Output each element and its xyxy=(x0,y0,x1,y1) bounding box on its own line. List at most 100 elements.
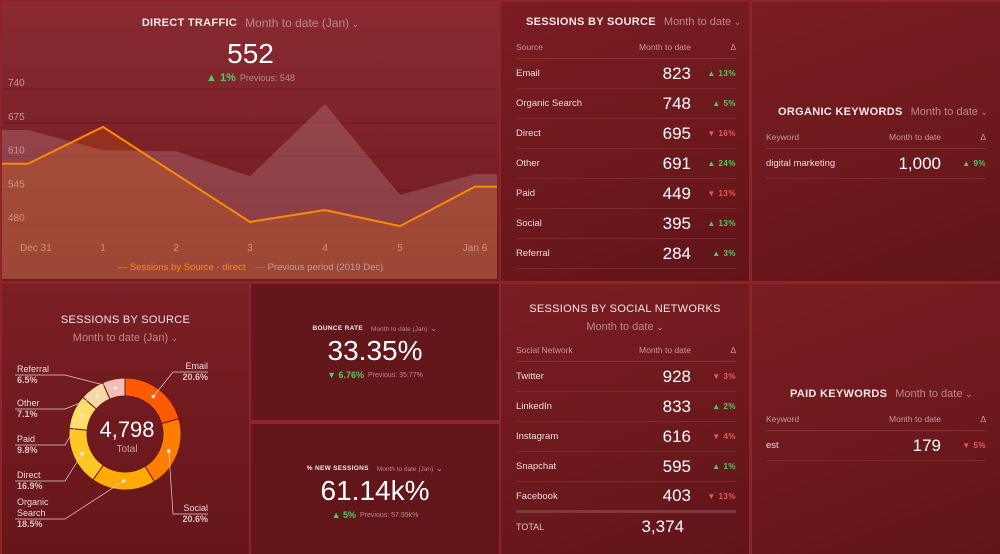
row-delta: 4% xyxy=(723,432,736,441)
up-arrow-icon: ▲ xyxy=(331,510,344,520)
widget-title: PAID KEYWORDS xyxy=(790,388,888,400)
row-value: 928 xyxy=(611,361,691,392)
table-row[interactable]: Instagram 616 ▼ 4% xyxy=(516,421,736,452)
column-header[interactable]: Δ xyxy=(691,42,736,59)
row-name: Snapchat xyxy=(516,451,611,482)
column-header[interactable]: Social Network xyxy=(516,345,611,362)
down-arrow-icon: ▼ xyxy=(712,372,724,381)
donut-label-pct: 18.5% xyxy=(17,519,43,529)
donut-label-pct: 7.1% xyxy=(17,409,38,419)
table-row[interactable]: Social 395 ▲ 13% xyxy=(516,208,736,239)
y-tick-label: 675 xyxy=(8,112,25,123)
row-name: Instagram xyxy=(516,421,611,452)
down-arrow-icon: ▼ xyxy=(712,432,724,441)
up-arrow-icon: ▲ xyxy=(707,69,719,78)
widget-title: % NEW SESSIONS xyxy=(306,465,369,472)
legend-current[interactable]: Sessions by Source - direct xyxy=(129,262,246,273)
column-header[interactable]: Month to date xyxy=(611,345,691,362)
column-header[interactable]: Keyword xyxy=(766,414,861,431)
row-name: Social xyxy=(516,208,611,239)
column-header[interactable]: Δ xyxy=(691,345,736,362)
leader-line xyxy=(153,371,208,397)
table-row[interactable]: Facebook 403 ▼ 13% xyxy=(516,481,736,513)
row-value: 395 xyxy=(611,208,691,239)
table-row[interactable]: Snapchat 595 ▲ 1% xyxy=(516,451,736,482)
row-delta: 13% xyxy=(718,219,736,228)
donut-slice-organic-search[interactable] xyxy=(92,464,156,491)
y-tick-label: 740 xyxy=(8,78,25,89)
donut-label: Organic Search 18.5% xyxy=(17,497,62,530)
x-tick-label: 5 xyxy=(397,243,403,254)
column-header[interactable]: Δ xyxy=(941,132,986,149)
leader-dot xyxy=(80,413,84,418)
column-header[interactable]: Month to date xyxy=(611,42,691,59)
up-arrow-icon: ▲ xyxy=(712,249,724,258)
previous-value: Previous: 35.77% xyxy=(368,371,423,379)
donut-label-pct: 20.6% xyxy=(182,372,208,382)
column-header[interactable]: Month to date xyxy=(861,132,941,149)
donut-label-name: Referral xyxy=(17,364,50,374)
total-value: 3,374 xyxy=(641,517,684,536)
new-sessions-value: 61.14k% xyxy=(320,475,430,506)
period-dropdown[interactable]: Month to date xyxy=(586,321,663,333)
up-arrow-icon: ▲ xyxy=(712,402,724,411)
sessions-by-source-table: Source Month to date Δ Email 823 ▲ 13% Organic… xyxy=(516,42,736,269)
row-delta: 13% xyxy=(718,189,736,198)
widget-title: SESSIONS BY SOURCE xyxy=(526,16,656,28)
table-row[interactable]: Direct 695 ▼ 16% xyxy=(516,118,736,149)
table-row[interactable]: Email 823 ▲ 13% xyxy=(516,58,736,89)
table-row[interactable]: Organic Search 748 ▲ 5% xyxy=(516,88,736,119)
row-value: 179 xyxy=(861,430,941,461)
table-header-row: Source Month to date Δ xyxy=(516,42,736,59)
period-dropdown[interactable]: Month to date xyxy=(911,106,988,118)
y-tick-label: 610 xyxy=(8,146,25,157)
table-row[interactable]: est 179 ▼ 5% xyxy=(766,430,986,461)
donut-label-pct: 16.9% xyxy=(17,481,43,491)
donut-total-label: Total xyxy=(116,444,138,455)
legend-previous[interactable]: Previous period (2019 Dec) xyxy=(267,262,384,273)
sessions-by-source-table-widget: SESSIONS BY SOURCE Month to date SourceM… xyxy=(501,2,749,281)
column-header[interactable]: Δ xyxy=(941,414,986,431)
leader-line xyxy=(15,395,98,410)
column-header[interactable]: Keyword xyxy=(766,132,861,149)
row-delta: 13% xyxy=(718,491,736,501)
period-dropdown[interactable]: Month to date (Jan) xyxy=(245,16,359,30)
line-chart: 740 675 610 545 480 Dec 31 1 2 3 4 5 Jan 6 xyxy=(2,78,497,279)
row-delta: 9% xyxy=(973,159,986,168)
up-arrow-icon: ▲ xyxy=(707,159,719,168)
change-value: 5% xyxy=(343,510,357,520)
previous-value: Previous: 548 xyxy=(239,73,295,83)
period-dropdown[interactable]: Month to date xyxy=(664,16,741,28)
table-row[interactable]: Other 691 ▲ 24% xyxy=(516,148,736,179)
leader-line xyxy=(15,453,83,482)
row-delta: 3% xyxy=(723,372,736,381)
column-header[interactable]: Month to date xyxy=(861,414,941,431)
table-row[interactable]: Twitter 928 ▼ 3% xyxy=(516,361,736,392)
direct-traffic-widget: DIRECT TRAFFIC Month to date (Jan) 552 ▲… xyxy=(2,2,499,281)
row-name: Other xyxy=(516,148,611,179)
column-header[interactable]: Source xyxy=(516,42,611,59)
row-value: 595 xyxy=(611,451,691,482)
table-row[interactable]: LinkedIn 833 ▲ 2% xyxy=(516,391,736,422)
table-header-row: Keyword Month to date Δ xyxy=(766,132,986,149)
period-dropdown[interactable]: Month to date xyxy=(895,388,972,400)
row-name: Organic Search xyxy=(516,88,611,119)
table-row[interactable]: digital marketing 1,000 ▲ 9% xyxy=(766,148,986,179)
row-delta: 24% xyxy=(718,159,736,168)
leader-dot xyxy=(113,386,118,390)
period-dropdown[interactable]: Month to date (Jan) xyxy=(73,332,178,344)
table-row[interactable]: Referral 284 ▲ 3% xyxy=(516,238,736,269)
donut-label-name: Other xyxy=(17,398,40,408)
leader-dot xyxy=(151,394,156,399)
paid-keywords-widget: PAID KEYWORDS Month to date KeywordMonth… xyxy=(752,284,1000,554)
row-name: Email xyxy=(516,58,611,89)
current-series-line xyxy=(2,125,497,228)
organic-keywords-widget: ORGANIC KEYWORDS Month to date KeywordMo… xyxy=(752,2,1000,281)
donut-label: Direct 16.9% xyxy=(17,470,43,492)
period-dropdown[interactable]: Month to date (Jan) xyxy=(377,463,443,474)
table-row[interactable]: Paid 449 ▼ 13% xyxy=(516,178,736,209)
row-value: 616 xyxy=(611,421,691,452)
sessions-by-source-donut-widget: SESSIONS BY SOURCE Month to date (Jan) 4… xyxy=(2,284,249,554)
period-dropdown[interactable]: Month to date (Jan) xyxy=(371,323,437,334)
leader-line xyxy=(15,415,83,446)
